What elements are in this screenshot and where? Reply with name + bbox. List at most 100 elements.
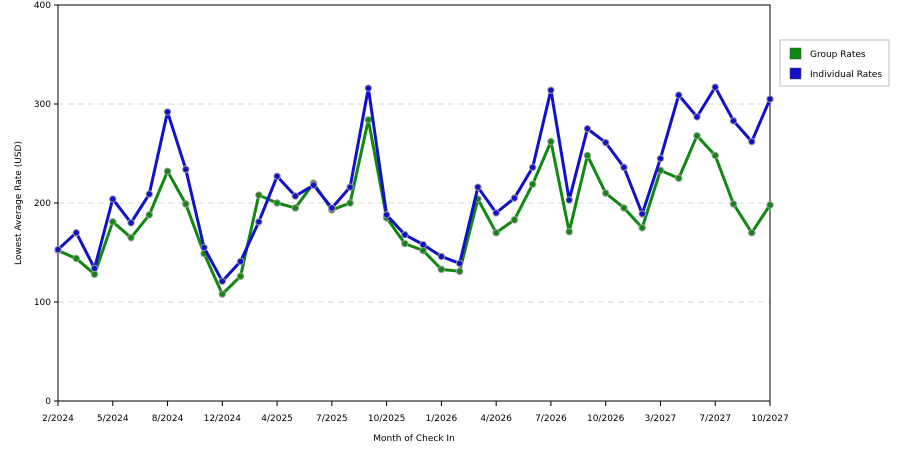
data-point-individual-rates [54, 245, 62, 254]
data-point-individual-rates [638, 210, 646, 218]
data-point-group-rates [109, 218, 117, 226]
data-point-group-rates [547, 137, 555, 146]
data-point-individual-rates [711, 83, 719, 91]
data-point-individual-rates [145, 190, 153, 198]
y-tick-label: 400 [34, 1, 51, 11]
y-tick-label: 300 [34, 100, 51, 110]
x-tick-label: 2/2024 [42, 414, 74, 424]
data-point-group-rates [218, 290, 227, 298]
data-point-individual-rates [200, 243, 208, 252]
x-tick-label: 7/2025 [316, 414, 348, 424]
x-tick-label: 7/2027 [699, 414, 731, 424]
data-point-individual-rates [236, 257, 245, 266]
legend-label: Group Rates [810, 50, 866, 60]
data-point-individual-rates [364, 84, 373, 92]
data-point-individual-rates [601, 138, 610, 147]
data-point-individual-rates [620, 163, 628, 172]
data-point-group-rates [145, 211, 153, 219]
data-point-group-rates [565, 228, 573, 236]
grid-lines [58, 103, 770, 303]
series-group-rates [54, 116, 774, 298]
legend-swatch [789, 67, 802, 80]
data-point-group-rates [346, 199, 354, 207]
data-point-individual-rates [109, 195, 117, 203]
x-tick-label: 8/2024 [152, 414, 184, 424]
data-point-group-rates [364, 116, 373, 124]
data-point-individual-rates [90, 264, 99, 273]
data-point-group-rates [693, 131, 701, 140]
data-point-group-rates [255, 191, 263, 199]
data-point-individual-rates [437, 252, 446, 261]
series-layer [54, 83, 774, 298]
data-point-group-rates [729, 200, 738, 208]
data-point-group-rates [291, 204, 300, 212]
data-point-individual-rates [382, 211, 391, 219]
x-axis-title: Month of Check In [373, 434, 455, 444]
legend-swatch [789, 47, 802, 60]
data-point-group-rates [455, 267, 464, 276]
x-tick-label: 3/2027 [645, 414, 677, 424]
x-tick-label: 12/2024 [204, 414, 242, 424]
x-tick-label: 4/2026 [480, 414, 512, 424]
data-point-individual-rates [693, 113, 701, 121]
data-point-group-rates [583, 151, 592, 160]
data-point-individual-rates [127, 219, 135, 227]
x-tick-label: 4/2025 [261, 414, 293, 424]
data-point-group-rates [163, 167, 172, 176]
x-tick-label: 10/2026 [587, 414, 625, 424]
x-tick-label: 1/2026 [426, 414, 458, 424]
series-line-group-rates [57, 118, 772, 296]
data-point-individual-rates [547, 86, 555, 94]
data-point-individual-rates [163, 108, 172, 116]
series-line-individual-rates [56, 85, 772, 283]
x-tick-label: 5/2024 [97, 414, 129, 424]
data-point-group-rates [236, 272, 245, 280]
data-point-group-rates [182, 200, 190, 208]
x-tick-label: 10/2027 [751, 414, 788, 424]
y-tick-label: 0 [45, 397, 51, 407]
data-point-individual-rates [182, 165, 190, 174]
data-point-individual-rates [72, 229, 80, 237]
data-point-group-rates [675, 174, 683, 182]
data-point-group-rates [748, 229, 756, 237]
data-point-individual-rates [401, 230, 409, 239]
data-point-individual-rates [675, 91, 683, 99]
data-point-individual-rates [492, 209, 500, 217]
data-point-individual-rates [218, 277, 227, 285]
data-point-individual-rates [565, 196, 573, 204]
x-tick-label: 7/2026 [535, 414, 567, 424]
data-point-individual-rates [255, 218, 263, 226]
data-point-individual-rates [583, 125, 592, 133]
series-individual-rates [54, 83, 774, 285]
data-point-group-rates [510, 216, 519, 224]
data-point-group-rates [711, 151, 719, 160]
data-point-individual-rates [766, 95, 774, 103]
data-point-individual-rates [748, 137, 756, 146]
data-point-individual-rates [328, 204, 336, 212]
y-axis-title: Lowest Average Rate (USD) [14, 141, 24, 265]
data-point-group-rates [437, 265, 446, 274]
data-point-individual-rates [474, 183, 482, 191]
data-point-individual-rates [729, 117, 738, 125]
data-point-individual-rates [419, 240, 427, 249]
data-point-group-rates [528, 180, 537, 188]
data-point-individual-rates [656, 154, 665, 163]
data-point-group-rates [127, 233, 135, 242]
data-point-group-rates [620, 204, 628, 212]
y-tick-label: 200 [34, 199, 51, 209]
data-point-group-rates [273, 199, 281, 207]
data-point-group-rates [601, 189, 610, 197]
data-point-group-rates [72, 254, 80, 263]
data-point-individual-rates [291, 192, 300, 200]
legend-label: Individual Rates [810, 70, 882, 80]
data-point-individual-rates [510, 194, 519, 202]
data-point-group-rates [492, 229, 500, 237]
data-point-individual-rates [273, 172, 281, 180]
y-tick-label: 100 [34, 298, 51, 308]
data-point-group-rates [766, 201, 774, 209]
data-point-group-rates [638, 224, 646, 232]
data-point-individual-rates [346, 183, 354, 191]
data-point-individual-rates [528, 163, 537, 172]
legend: Group Rates Individual Rates [779, 39, 890, 87]
